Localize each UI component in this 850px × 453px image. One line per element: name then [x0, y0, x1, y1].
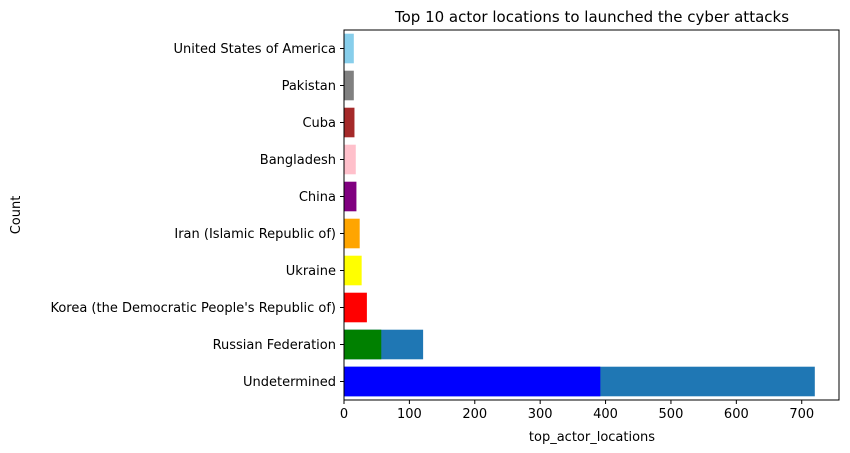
bar-1-2 [344, 292, 367, 323]
bar-1-0 [344, 366, 601, 397]
bar-1-8 [344, 70, 354, 101]
x-tick-label: 100 [397, 407, 422, 422]
bars-group [344, 33, 815, 397]
bar-1-9 [344, 33, 354, 64]
y-tick-label: Iran (Islamic Republic of) [174, 227, 336, 242]
x-tick-label: 300 [528, 407, 553, 422]
y-tick-label: Undetermined [243, 375, 336, 390]
y-tick-label: Russian Federation [213, 338, 336, 353]
y-axis-label: Count [9, 196, 24, 235]
x-tick-label: 400 [593, 407, 618, 422]
x-axis-label: top_actor_locations [529, 430, 655, 445]
y-tick-label: Ukraine [286, 264, 336, 279]
x-tick-label: 0 [340, 407, 348, 422]
bar-1-6 [344, 144, 356, 175]
x-ticks-group: 0 100 200 300 400 500 600 700 [340, 400, 814, 422]
y-tick-label: Bangladesh [260, 153, 336, 168]
y-tick-label: United States of America [174, 42, 336, 57]
bar-1-1 [344, 329, 382, 360]
y-tick-label: Korea (the Democratic People's Republic … [50, 301, 336, 316]
chart-title: Top 10 actor locations to launched the c… [394, 8, 789, 26]
x-tick-label: 200 [462, 407, 487, 422]
x-tick-label: 700 [789, 407, 814, 422]
y-tick-label: Cuba [302, 116, 336, 131]
bar-1-5 [344, 181, 357, 212]
y-tick-label: China [299, 190, 336, 205]
y-ticks-group: Undetermined Russian Federation Korea (the… [50, 42, 344, 390]
x-tick-label: 600 [724, 407, 749, 422]
plot-frame [343, 29, 840, 401]
bar-1-4 [344, 218, 360, 249]
bar-1-3 [344, 255, 362, 286]
x-tick-label: 500 [659, 407, 684, 422]
y-tick-label: Pakistan [282, 79, 336, 94]
bar-1-7 [344, 107, 355, 138]
